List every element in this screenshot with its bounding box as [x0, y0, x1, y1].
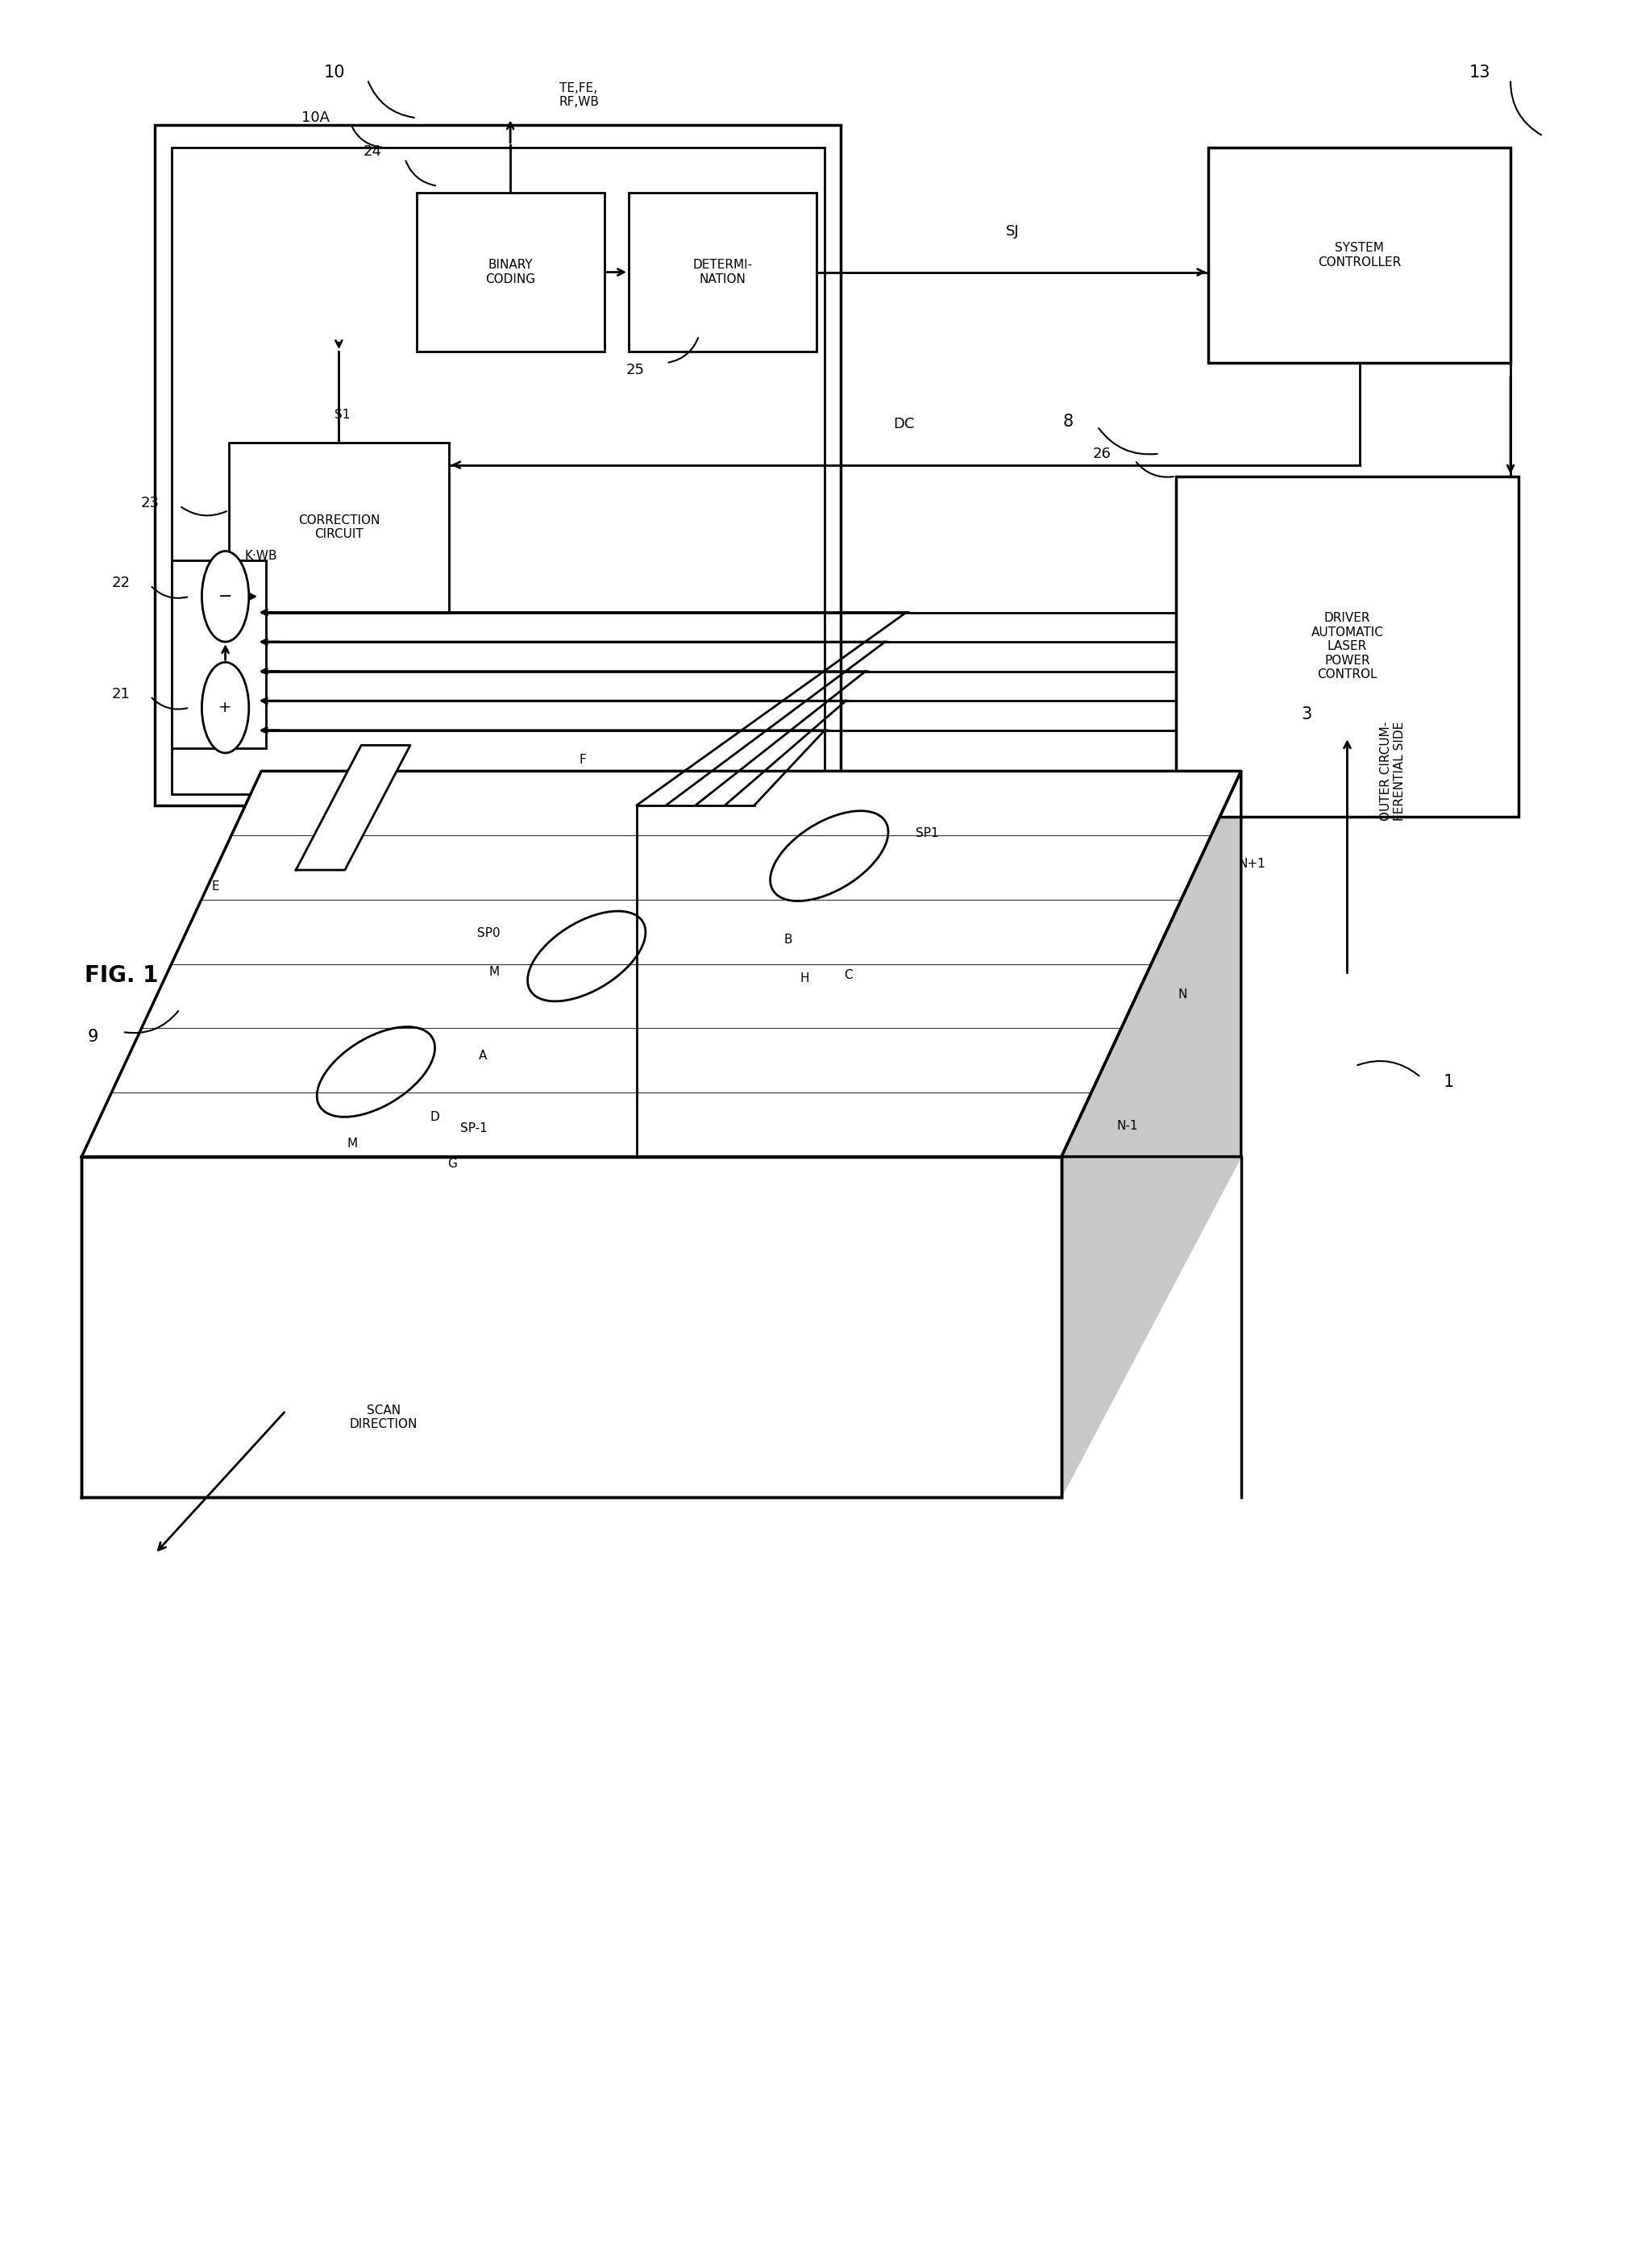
Text: SP-1: SP-1	[461, 1123, 488, 1134]
Bar	[1208, 147, 1511, 363]
Text: SCAN
DIRECTION: SCAN DIRECTION	[349, 1404, 418, 1431]
Text: 10: 10	[323, 64, 346, 82]
Text: 13: 13	[1468, 64, 1491, 82]
Ellipse shape	[202, 551, 248, 642]
Text: C: C	[844, 968, 852, 982]
Bar	[171, 560, 266, 748]
Text: 23: 23	[140, 497, 160, 510]
Polygon shape	[1061, 771, 1241, 1157]
Text: 8: 8	[1063, 413, 1073, 431]
Text: OUTER CIRCUM-
FERENTIAL SIDE: OUTER CIRCUM- FERENTIAL SIDE	[1380, 721, 1406, 821]
Text: DRIVER
AUTOMATIC
LASER
POWER
CONTROL: DRIVER AUTOMATIC LASER POWER CONTROL	[1311, 612, 1383, 680]
Text: 24: 24	[363, 145, 382, 159]
Text: M: M	[348, 1139, 358, 1150]
Text: G: G	[447, 1157, 457, 1170]
Text: 25: 25	[625, 363, 645, 376]
Bar	[171, 147, 825, 794]
Text: 22: 22	[111, 576, 131, 590]
Bar	[1176, 476, 1519, 816]
Text: FIG. 1: FIG. 1	[85, 964, 158, 987]
Text: 1: 1	[1444, 1073, 1453, 1091]
Text: DETERMI-
NATION: DETERMI- NATION	[692, 259, 753, 286]
Polygon shape	[296, 746, 410, 871]
Text: BINARY
CODING: BINARY CODING	[485, 259, 536, 286]
Ellipse shape	[202, 662, 248, 753]
Text: S1: S1	[335, 408, 349, 422]
Text: M: M	[490, 966, 500, 978]
Text: TE,FE,
RF,WB: TE,FE, RF,WB	[558, 82, 599, 109]
Text: H: H	[800, 973, 808, 984]
Polygon shape	[1061, 771, 1241, 1497]
Bar	[629, 193, 816, 352]
Text: SYSTEM
CONTROLLER: SYSTEM CONTROLLER	[1318, 243, 1401, 268]
Text: 10A: 10A	[300, 111, 330, 125]
Text: N-1: N-1	[1117, 1120, 1138, 1132]
Text: F: F	[580, 753, 586, 767]
Text: D: D	[429, 1111, 439, 1123]
Text: E: E	[212, 880, 219, 894]
Text: 9: 9	[88, 1027, 98, 1046]
Bar	[229, 442, 449, 612]
Polygon shape	[82, 1157, 1061, 1497]
Text: 3: 3	[1302, 705, 1311, 723]
Text: N+1: N+1	[1239, 857, 1266, 869]
Text: +: +	[219, 701, 232, 714]
Text: CORRECTION
CIRCUIT: CORRECTION CIRCUIT	[297, 515, 380, 540]
Text: DC: DC	[893, 417, 914, 431]
Text: 21: 21	[111, 687, 131, 701]
Polygon shape	[82, 771, 1241, 1157]
Text: SP1: SP1	[916, 828, 939, 839]
Text: −: −	[219, 587, 232, 606]
Bar	[155, 125, 841, 805]
Text: K·WB: K·WB	[245, 549, 278, 562]
Text: N: N	[1177, 989, 1187, 1000]
Text: A: A	[478, 1050, 487, 1061]
Text: SP0: SP0	[477, 928, 500, 939]
Text: SJ: SJ	[1006, 225, 1019, 238]
Text: 26: 26	[1092, 447, 1112, 460]
Text: B: B	[784, 934, 792, 946]
Bar	[416, 193, 604, 352]
